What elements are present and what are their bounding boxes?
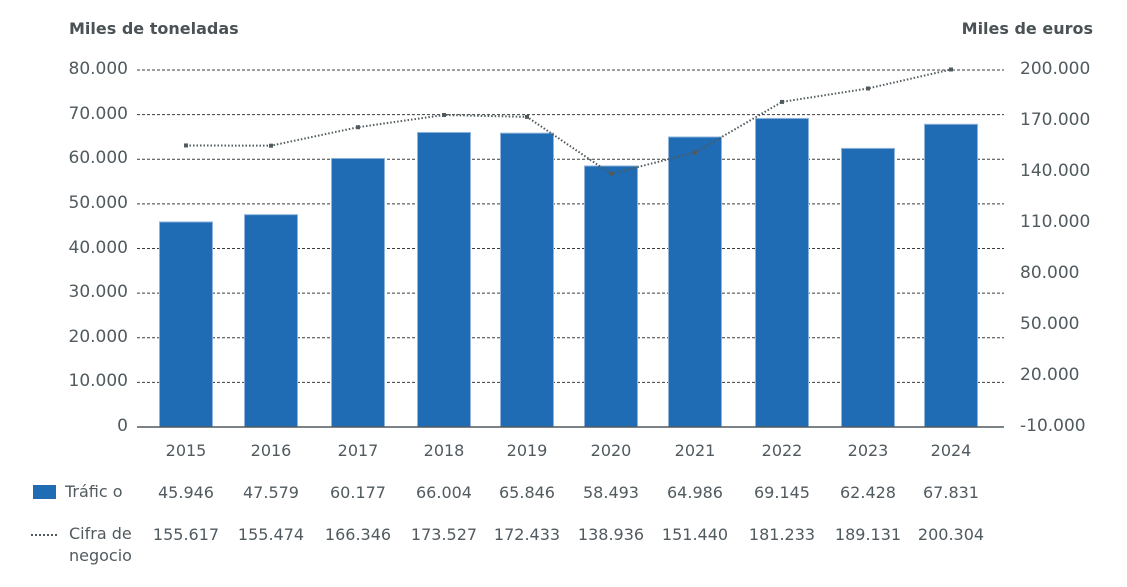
- table-cell: 66.004: [416, 483, 472, 502]
- line-marker: [356, 125, 360, 130]
- bar-2015: [159, 221, 213, 428]
- right-tick-label: 170.000: [1020, 110, 1091, 130]
- line-marker: [780, 99, 784, 104]
- legend-label-trafico: Tráfic o: [65, 482, 123, 501]
- bar-2024: [924, 123, 978, 428]
- line-marker: [442, 113, 446, 118]
- left-tick-label: 20.000: [68, 326, 128, 347]
- right-tick-label: 50.000: [1020, 314, 1080, 334]
- line-marker: [949, 67, 953, 72]
- year-label: 2018: [423, 441, 465, 460]
- table-cell: 60.177: [330, 483, 386, 502]
- left-tick-label: 40.000: [68, 237, 128, 258]
- year-label: 2017: [337, 441, 379, 460]
- bar-2023: [841, 147, 895, 428]
- table-cell: 172.433: [493, 525, 561, 544]
- year-label: 2023: [847, 441, 889, 460]
- left-tick-label: 80.000: [68, 59, 128, 79]
- table-cell: 138.936: [577, 525, 645, 544]
- right-tick-label: 20.000: [1020, 365, 1080, 385]
- line-marker: [609, 171, 613, 176]
- table-cell: 64.986: [667, 483, 723, 502]
- bar-2017: [331, 157, 385, 428]
- bar-legend-swatch-icon: [33, 485, 56, 499]
- year-label: 2019: [506, 441, 548, 460]
- right-tick-label: 140.000: [1020, 161, 1091, 181]
- table-cell: 62.428: [840, 483, 896, 502]
- table-cell: 166.346: [324, 525, 392, 544]
- bar-2016: [244, 214, 298, 428]
- year-label: 2024: [930, 441, 972, 460]
- left-tick-label: 0: [117, 416, 128, 436]
- cifra-negocio-line: [185, 68, 952, 175]
- table-cell: 155.474: [237, 525, 305, 544]
- left-axis-title: Miles de toneladas: [69, 19, 239, 38]
- year-label: 2021: [674, 441, 716, 460]
- table-cell: 45.946: [158, 483, 214, 502]
- left-tick-label: 70.000: [68, 103, 128, 124]
- dotted-line-legend-icon: [31, 534, 57, 536]
- table-cell: 69.145: [754, 483, 810, 502]
- table-cell: 67.831: [923, 483, 979, 502]
- table-cell: 189.131: [834, 525, 902, 544]
- table-cell: 58.493: [583, 483, 639, 502]
- right-tick-label: 80.000: [1020, 263, 1080, 283]
- right-tick-label: 200.000: [1020, 59, 1091, 79]
- table-cell: 181.233: [748, 525, 816, 544]
- line-marker: [866, 86, 870, 91]
- line-marker: [184, 143, 188, 148]
- year-label: 2015: [165, 441, 207, 460]
- right-tick-label: -10.000: [1020, 416, 1086, 436]
- line-marker: [693, 150, 697, 155]
- left-tick-label: 50.000: [68, 192, 128, 213]
- bar-2018: [417, 131, 471, 428]
- left-tick-label: 60.000: [68, 148, 128, 169]
- bar-2021: [668, 136, 722, 428]
- right-axis-title: Miles de euros: [961, 19, 1093, 38]
- year-label: 2020: [590, 441, 632, 460]
- table-cell: 151.440: [661, 525, 729, 544]
- table-cell: 173.527: [410, 525, 478, 544]
- right-tick-label: 110.000: [1020, 212, 1091, 232]
- year-label: 2022: [761, 441, 803, 460]
- bar-2022: [755, 117, 809, 428]
- table-cell: 200.304: [917, 525, 985, 544]
- line-marker: [269, 143, 273, 148]
- legend-label-cifra-line2: negocio: [69, 546, 132, 565]
- table-cell: 155.617: [152, 525, 220, 544]
- left-tick-label: 10.000: [68, 371, 128, 392]
- left-tick-label: 30.000: [68, 282, 128, 303]
- table-cell: 47.579: [243, 483, 299, 502]
- bar-2020: [584, 165, 638, 428]
- table-cell: 65.846: [499, 483, 555, 502]
- legend-label-cifra-line1: Cifra de: [69, 524, 132, 543]
- year-label: 2016: [250, 441, 292, 460]
- bar-2019: [500, 132, 554, 428]
- line-marker: [525, 114, 529, 119]
